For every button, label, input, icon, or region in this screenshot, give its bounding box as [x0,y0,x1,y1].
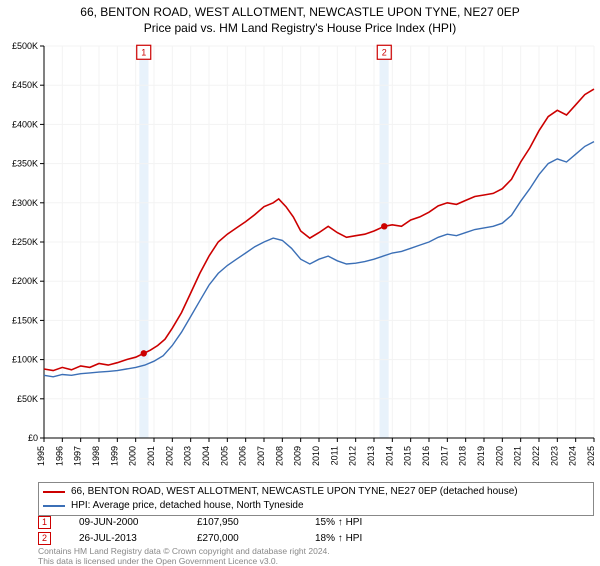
marker-date: 26-JUL-2013 [79,533,169,544]
svg-text:2016: 2016 [421,446,431,466]
marker-price: £107,950 [197,517,287,528]
svg-text:1996: 1996 [54,446,64,466]
svg-text:2009: 2009 [293,446,303,466]
footer-line: This data is licensed under the Open Gov… [38,556,594,566]
svg-text:1999: 1999 [109,446,119,466]
svg-text:2013: 2013 [366,446,376,466]
svg-text:2002: 2002 [164,446,174,466]
svg-text:2020: 2020 [494,446,504,466]
marker-row: 2 26-JUL-2013 £270,000 18% ↑ HPI [38,530,594,546]
svg-text:2021: 2021 [513,446,523,466]
legend-label: HPI: Average price, detached house, Nort… [71,499,304,513]
svg-text:2005: 2005 [219,446,229,466]
svg-text:2025: 2025 [586,446,596,466]
svg-text:2011: 2011 [329,446,339,465]
legend-swatch [43,491,65,493]
sale-markers-table: 1 09-JUN-2000 £107,950 15% ↑ HPI 2 26-JU… [38,514,594,546]
svg-text:2010: 2010 [311,446,321,466]
marker-badge-icon: 1 [38,516,51,529]
svg-text:1: 1 [141,47,146,57]
svg-text:£450K: £450K [12,80,38,90]
svg-text:1997: 1997 [73,446,83,466]
svg-text:2014: 2014 [384,446,394,466]
title-subtitle: Price paid vs. HM Land Registry's House … [0,20,600,36]
svg-text:£100K: £100K [12,355,38,365]
marker-row: 1 09-JUN-2000 £107,950 15% ↑ HPI [38,514,594,530]
footer-line: Contains HM Land Registry data © Crown c… [38,546,594,556]
chart-title: 66, BENTON ROAD, WEST ALLOTMENT, NEWCAST… [0,0,600,36]
svg-text:£150K: £150K [12,315,38,325]
svg-text:2019: 2019 [476,446,486,466]
marker-badge-icon: 2 [38,532,51,545]
svg-text:£200K: £200K [12,276,38,286]
svg-text:2003: 2003 [183,446,193,466]
svg-text:2022: 2022 [531,446,541,466]
svg-text:£500K: £500K [12,41,38,51]
svg-text:2000: 2000 [128,446,138,466]
marker-price: £270,000 [197,533,287,544]
legend-item: 66, BENTON ROAD, WEST ALLOTMENT, NEWCAST… [43,485,589,499]
svg-text:£50K: £50K [17,394,38,404]
marker-delta: 18% ↑ HPI [315,533,405,544]
svg-text:2004: 2004 [201,446,211,466]
svg-text:2001: 2001 [146,446,156,466]
legend-swatch [43,505,65,507]
marker-badge-num: 2 [42,534,47,543]
svg-text:£0: £0 [28,433,38,443]
svg-text:2024: 2024 [568,446,578,466]
marker-date: 09-JUN-2000 [79,517,169,528]
svg-text:1995: 1995 [36,446,46,466]
marker-delta: 15% ↑ HPI [315,517,405,528]
title-address: 66, BENTON ROAD, WEST ALLOTMENT, NEWCAST… [0,4,600,20]
svg-text:2012: 2012 [348,446,358,466]
marker-badge-num: 1 [42,518,47,527]
chart-svg: £0 £50K £100K £150K £200K £250K £300K £350K £400… [0,40,600,480]
legend-label: 66, BENTON ROAD, WEST ALLOTMENT, NEWCAST… [71,485,518,499]
svg-text:£350K: £350K [12,159,38,169]
svg-text:£250K: £250K [12,237,38,247]
price-chart: £0 £50K £100K £150K £200K £250K £300K £350K £400… [0,40,600,480]
svg-text:2006: 2006 [238,446,248,466]
svg-text:2017: 2017 [439,446,449,466]
footer-attribution: Contains HM Land Registry data © Crown c… [38,546,594,566]
svg-text:2008: 2008 [274,446,284,466]
svg-text:£300K: £300K [12,198,38,208]
svg-text:2023: 2023 [549,446,559,466]
svg-text:2015: 2015 [403,446,413,466]
svg-text:1998: 1998 [91,446,101,466]
svg-text:2018: 2018 [458,446,468,466]
svg-text:2: 2 [382,47,387,57]
legend-item: HPI: Average price, detached house, Nort… [43,499,589,513]
svg-text:2007: 2007 [256,446,266,466]
svg-text:£400K: £400K [12,119,38,129]
legend: 66, BENTON ROAD, WEST ALLOTMENT, NEWCAST… [38,482,594,516]
